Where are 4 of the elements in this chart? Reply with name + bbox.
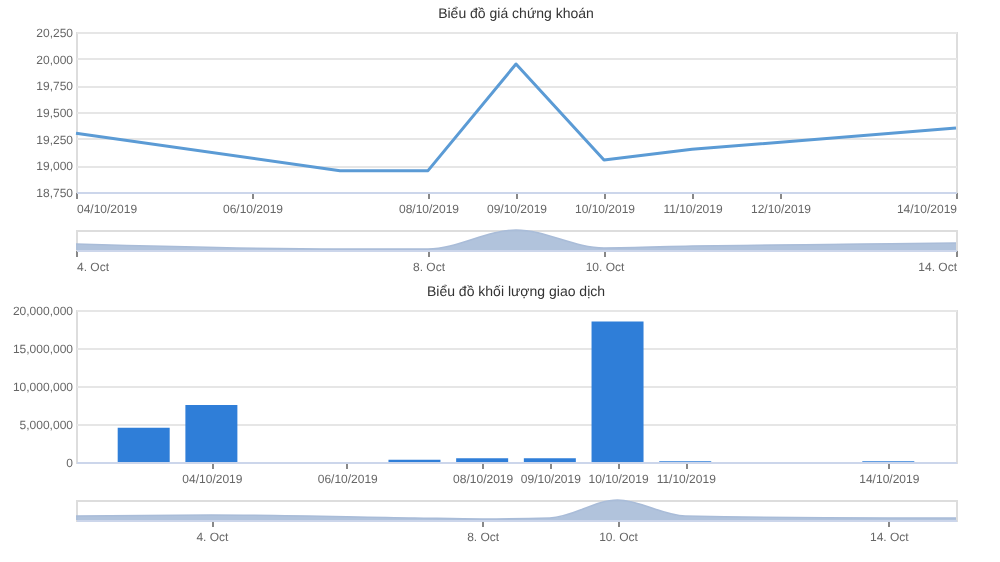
line-series: [74, 62, 958, 173]
bar: [117, 427, 170, 462]
bar: [185, 405, 238, 462]
bar: [591, 321, 644, 462]
